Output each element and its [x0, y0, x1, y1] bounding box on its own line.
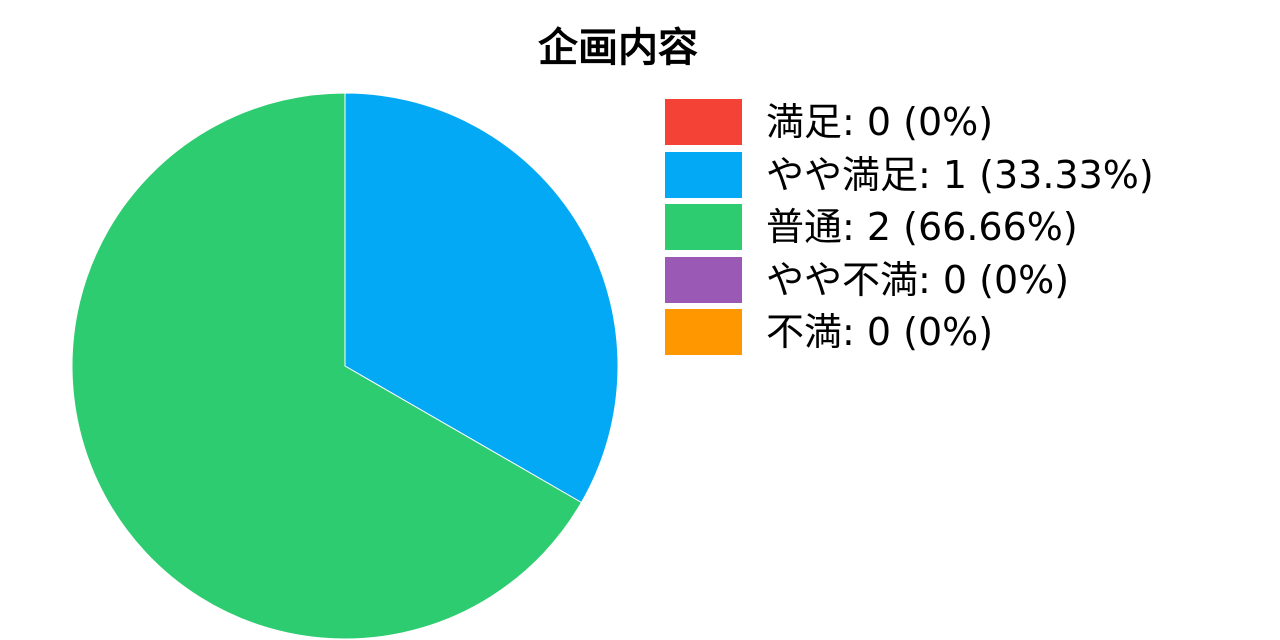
legend-swatch [665, 256, 742, 303]
pie-slice-2[interactable] [71, 92, 583, 640]
legend-label: 不満: 0 (0%) [766, 310, 994, 355]
legend-label: やや不満: 0 (0%) [766, 257, 1070, 302]
legend-swatch [665, 99, 742, 146]
chart-title: 企画内容 [538, 25, 698, 71]
chart-legend: 満足: 0 (0%) やや満足: 1 (33.33%) 普通: 2 (66.66… [665, 96, 1154, 359]
legend-item[interactable]: 普通: 2 (66.66%) [665, 201, 1154, 254]
legend-item[interactable]: やや不満: 0 (0%) [665, 254, 1154, 307]
legend-label: 普通: 2 (66.66%) [766, 205, 1078, 250]
legend-swatch [665, 204, 742, 251]
legend-item[interactable]: やや満足: 1 (33.33%) [665, 149, 1154, 202]
legend-label: 満足: 0 (0%) [766, 100, 994, 145]
legend-swatch [665, 151, 742, 198]
legend-label: やや満足: 1 (33.33%) [766, 152, 1154, 197]
pie-plot-area [71, 92, 619, 640]
legend-item[interactable]: 満足: 0 (0%) [665, 96, 1154, 149]
legend-swatch [665, 309, 742, 356]
legend-item[interactable]: 不満: 0 (0%) [665, 306, 1154, 359]
pie-slice-1[interactable] [344, 92, 619, 504]
